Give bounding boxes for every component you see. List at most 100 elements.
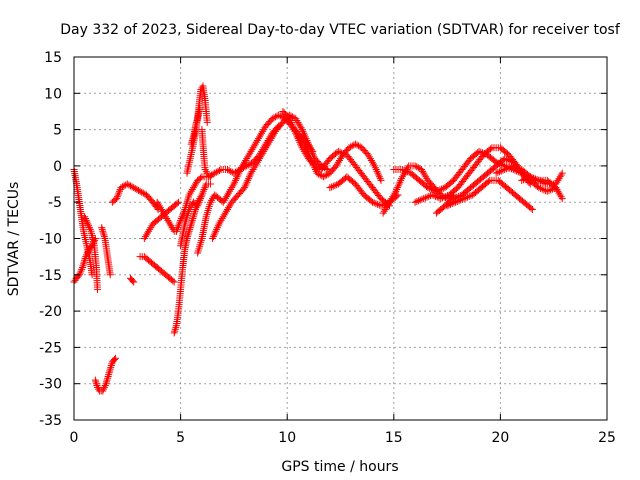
data-point-marker — [418, 195, 426, 203]
data-point-marker — [210, 231, 218, 239]
data-point-marker — [172, 227, 180, 235]
data-point-marker — [193, 118, 201, 126]
data-point-marker — [371, 164, 379, 172]
data-point-marker — [184, 233, 192, 241]
data-point-marker — [335, 156, 343, 164]
data-point-marker — [196, 174, 204, 182]
data-point-marker — [393, 192, 401, 200]
data-point-marker — [501, 155, 509, 163]
data-point-marker — [230, 180, 238, 188]
data-point-marker — [99, 227, 107, 235]
data-point-marker — [123, 180, 131, 188]
data-point-marker — [290, 126, 298, 134]
data-point-marker — [303, 136, 311, 144]
x-tick-label: 10 — [278, 430, 296, 446]
data-point-marker — [457, 196, 465, 204]
data-point-marker — [302, 135, 310, 143]
data-point-marker — [133, 185, 141, 193]
data-point-marker — [243, 162, 251, 170]
data-point-marker — [389, 193, 397, 201]
data-point-marker — [263, 138, 271, 146]
data-point-marker — [311, 164, 319, 172]
data-point-marker — [192, 122, 200, 130]
data-point-marker — [523, 174, 531, 182]
data-point-marker — [509, 162, 517, 170]
series-arc-11 — [153, 264, 178, 286]
data-point-marker — [254, 135, 262, 143]
data-point-marker — [299, 127, 307, 135]
data-point-marker — [414, 164, 422, 172]
data-point-marker — [238, 165, 246, 173]
data-point-marker — [230, 169, 238, 177]
data-point-marker — [225, 189, 233, 197]
data-point-marker — [252, 138, 260, 146]
y-tick-label: -35 — [39, 413, 62, 429]
data-point-marker — [328, 183, 336, 191]
data-point-marker — [552, 180, 560, 188]
data-point-marker — [114, 191, 122, 199]
data-point-marker — [402, 167, 410, 175]
x-tick-label: 5 — [176, 430, 185, 446]
data-point-marker — [185, 191, 193, 199]
data-point-marker — [243, 155, 251, 163]
data-point-marker — [397, 176, 405, 184]
x-tick-label: 25 — [598, 430, 616, 446]
data-point-marker — [374, 169, 382, 177]
data-point-marker — [333, 160, 341, 168]
data-point-marker — [178, 213, 186, 221]
data-point-marker — [319, 173, 327, 181]
y-tick-label: -30 — [39, 377, 62, 393]
data-point-marker — [305, 151, 313, 159]
data-point-marker — [215, 220, 223, 228]
data-point-marker — [373, 167, 381, 175]
data-point-marker — [199, 189, 207, 197]
data-point-marker — [370, 199, 378, 207]
data-point-marker — [225, 166, 233, 174]
data-point-marker — [398, 173, 406, 181]
data-point-marker — [201, 166, 209, 174]
data-point-marker — [201, 184, 209, 192]
data-point-marker — [337, 155, 344, 163]
data-point-marker — [499, 166, 507, 174]
data-point-marker — [411, 198, 419, 206]
series-arc-10 — [153, 198, 180, 235]
data-point-marker — [547, 186, 555, 194]
data-point-marker — [375, 171, 383, 179]
data-point-marker — [100, 233, 108, 241]
data-point-marker — [79, 262, 87, 270]
data-point-marker — [390, 191, 398, 199]
data-point-marker — [190, 182, 198, 190]
data-point-marker — [85, 224, 93, 232]
data-point-marker — [196, 196, 204, 204]
data-point-marker — [394, 184, 402, 192]
data-point-marker — [192, 180, 200, 188]
data-point-marker — [518, 176, 526, 184]
data-point-marker — [93, 285, 101, 293]
data-point-marker — [173, 199, 181, 207]
data-point-marker — [204, 173, 212, 181]
data-point-marker — [88, 271, 96, 279]
data-point-marker — [413, 197, 421, 205]
data-point-marker — [458, 195, 466, 203]
data-point-marker — [220, 211, 228, 219]
data-point-marker — [262, 140, 270, 148]
data-point-marker — [106, 367, 114, 375]
data-point-marker — [443, 202, 451, 210]
data-point-marker — [192, 120, 200, 128]
data-point-marker — [422, 173, 430, 181]
data-point-marker — [380, 207, 388, 215]
data-point-marker — [233, 167, 241, 175]
data-point-marker — [169, 277, 177, 285]
data-point-marker — [396, 178, 404, 186]
data-point-marker — [115, 189, 123, 197]
data-point-marker — [81, 215, 89, 223]
data-point-marker — [434, 187, 442, 195]
data-point-marker — [502, 165, 510, 173]
data-point-marker — [265, 135, 273, 143]
data-point-marker — [206, 198, 214, 206]
data-point-marker — [391, 189, 399, 197]
data-point-marker — [82, 253, 90, 261]
data-point-marker — [100, 231, 108, 239]
data-point-marker — [394, 182, 402, 190]
data-point-marker — [329, 182, 337, 190]
